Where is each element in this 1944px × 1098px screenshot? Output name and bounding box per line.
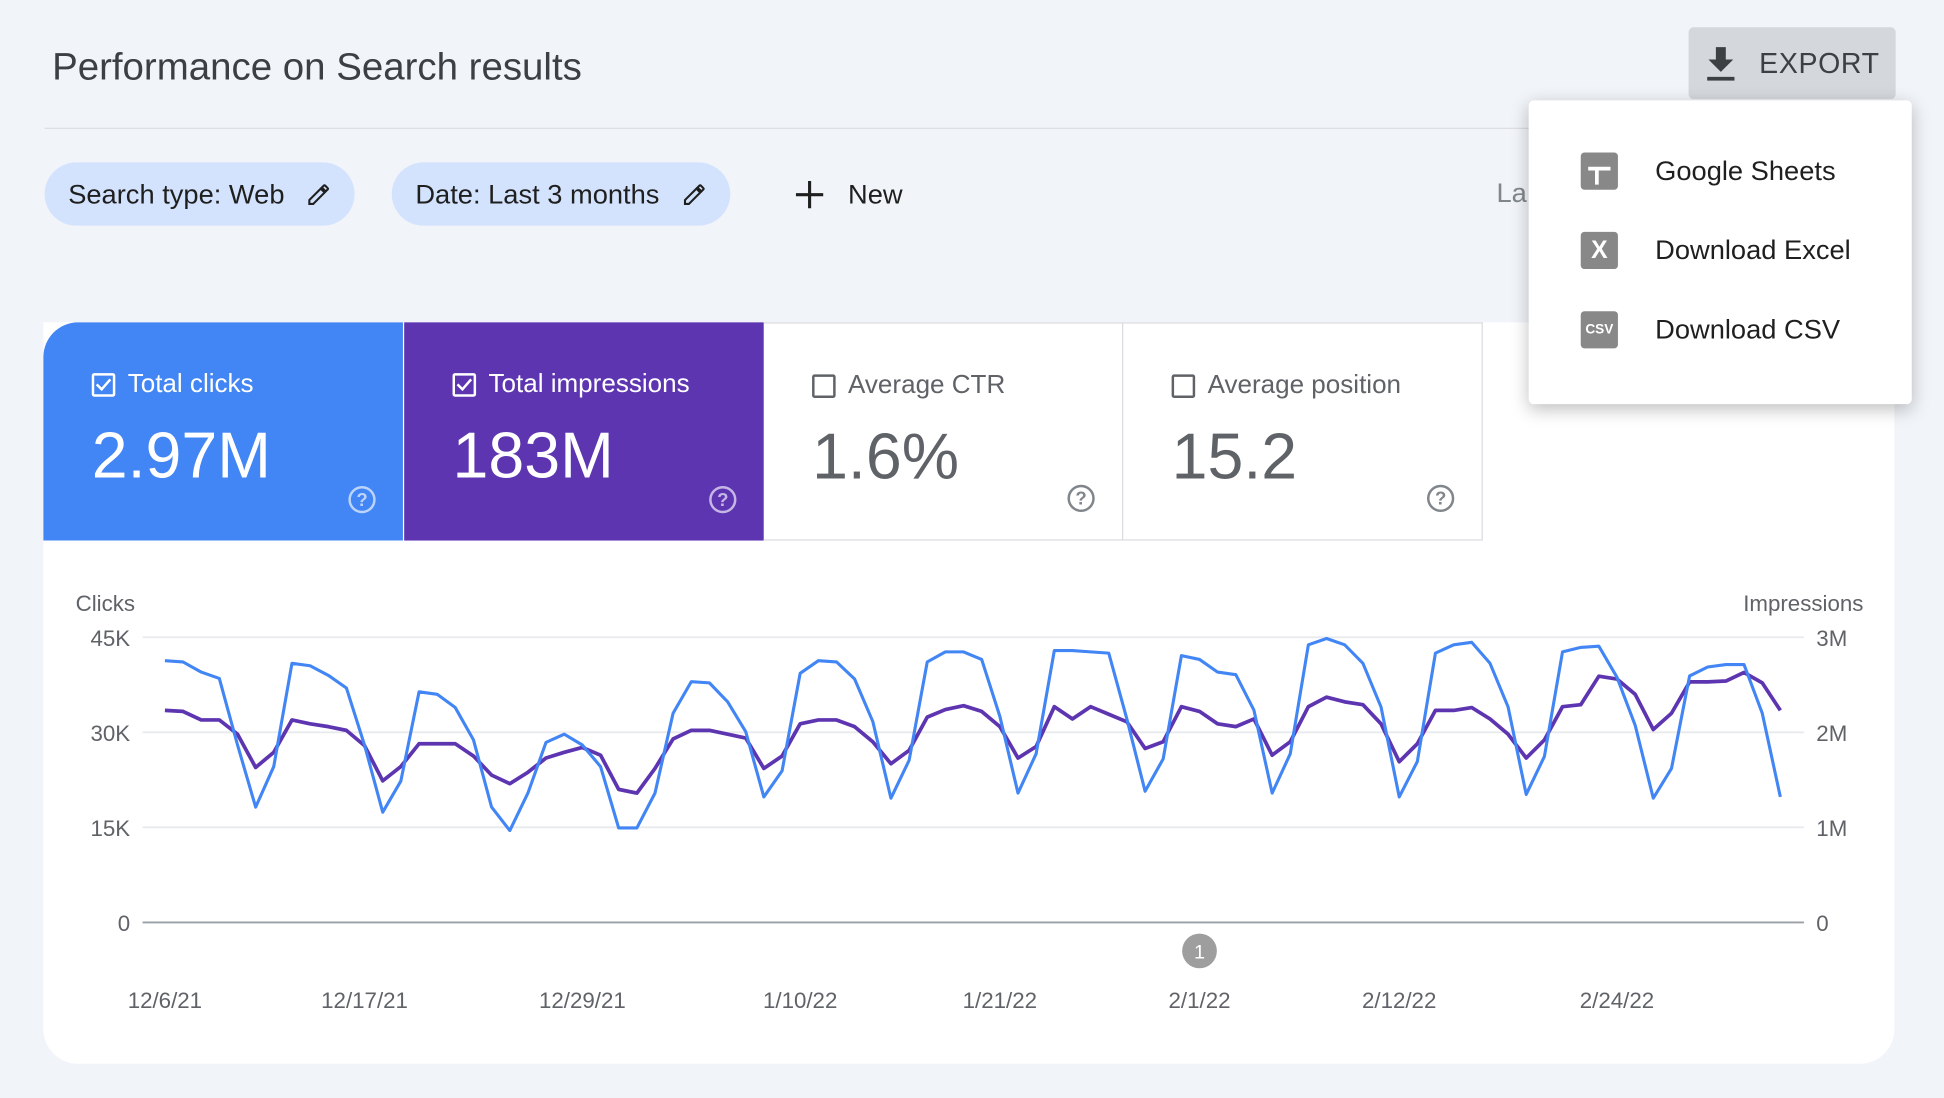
divider <box>44 127 1905 129</box>
checkbox-unchecked-icon[interactable] <box>1171 373 1196 398</box>
checkbox-checked-icon[interactable] <box>91 372 116 397</box>
x-tick-label: 2/1/22 <box>1169 988 1231 1013</box>
x-tick-label: 12/29/21 <box>539 988 626 1013</box>
y-axis-left-label: Clicks <box>76 591 135 616</box>
export-button[interactable]: EXPORT <box>1688 27 1896 100</box>
sheets-icon <box>1580 152 1618 190</box>
metric-label: Total clicks <box>127 369 254 398</box>
x-tick-label: 12/6/21 <box>128 988 202 1013</box>
metric-value: 15.2 <box>1171 421 1298 494</box>
help-icon[interactable]: ? <box>348 486 376 514</box>
metric-total-impressions[interactable]: Total impressions 183M ? <box>404 322 764 541</box>
menu-item-google-sheets[interactable]: Google Sheets <box>1580 152 1836 190</box>
x-tick-label: 1/21/22 <box>963 988 1037 1013</box>
x-tick-label: 2/24/22 <box>1580 988 1654 1013</box>
csv-icon: CSV <box>1580 311 1618 349</box>
plus-icon <box>795 180 824 208</box>
metric-total-clicks[interactable]: Total clicks 2.97M ? <box>43 322 403 541</box>
series-line-clicks <box>164 636 1782 833</box>
menu-item-label: Download CSV <box>1655 313 1841 345</box>
y-tick-left: 0 <box>118 911 130 936</box>
metric-value: 2.97M <box>91 420 271 493</box>
last-updated-text: La <box>1496 177 1527 209</box>
search-type-filter-chip[interactable]: Search type: Web <box>44 162 356 226</box>
x-tick-label: 1/10/22 <box>763 988 837 1013</box>
new-label: New <box>848 177 903 209</box>
help-icon[interactable]: ? <box>709 486 737 514</box>
help-icon[interactable]: ? <box>1067 484 1095 513</box>
metric-value: 1.6% <box>812 421 960 494</box>
y-tick-right: 2M <box>1816 721 1847 746</box>
menu-item-label: Google Sheets <box>1655 154 1836 186</box>
page-title: Performance on Search results <box>52 44 582 89</box>
y-tick-left: 15K <box>90 816 130 841</box>
x-tick-label: 12/17/21 <box>321 988 408 1013</box>
annotation-marker[interactable]: 1 <box>1182 933 1217 969</box>
checkbox-unchecked-icon[interactable] <box>812 373 836 398</box>
metric-label: Average position <box>1207 370 1402 400</box>
metric-label: Average CTR <box>848 370 1006 400</box>
series-line-impressions <box>164 670 1782 795</box>
export-menu: Google Sheets X Download Excel CSV Downl… <box>1528 100 1912 405</box>
chip-label: Search type: Web <box>68 177 285 209</box>
export-label: EXPORT <box>1759 46 1880 79</box>
y-tick-right: 3M <box>1816 626 1847 651</box>
menu-item-label: Download Excel <box>1655 234 1851 266</box>
menu-item-download-excel[interactable]: X Download Excel <box>1580 231 1851 270</box>
chip-label: Date: Last 3 months <box>415 177 660 209</box>
edit-pencil-icon <box>683 183 705 205</box>
menu-item-download-csv[interactable]: CSV Download CSV <box>1580 311 1841 349</box>
metric-label: Total impressions <box>488 369 690 398</box>
y-tick-left: 45K <box>90 626 130 651</box>
download-icon <box>1707 47 1735 81</box>
metric-average-ctr[interactable]: Average CTR 1.6% ? <box>763 322 1124 541</box>
excel-icon: X <box>1580 231 1618 270</box>
annotation-label: 1 <box>1194 941 1205 963</box>
y-tick-right: 1M <box>1816 816 1847 841</box>
metric-value: 183M <box>452 420 614 493</box>
help-icon[interactable]: ? <box>1427 484 1455 513</box>
date-filter-chip[interactable]: Date: Last 3 months <box>391 162 731 226</box>
x-tick-label: 2/12/22 <box>1362 988 1436 1013</box>
y-tick-right: 0 <box>1816 911 1828 936</box>
y-tick-left: 30K <box>90 721 130 746</box>
edit-pencil-icon <box>308 183 330 205</box>
checkbox-checked-icon[interactable] <box>452 372 477 397</box>
metric-average-position[interactable]: Average position 15.2 ? <box>1123 322 1483 541</box>
annotation-circle[interactable] <box>1182 933 1217 969</box>
y-axis-right-label: Impressions <box>1743 591 1863 616</box>
new-filter-button[interactable]: New <box>793 162 903 225</box>
